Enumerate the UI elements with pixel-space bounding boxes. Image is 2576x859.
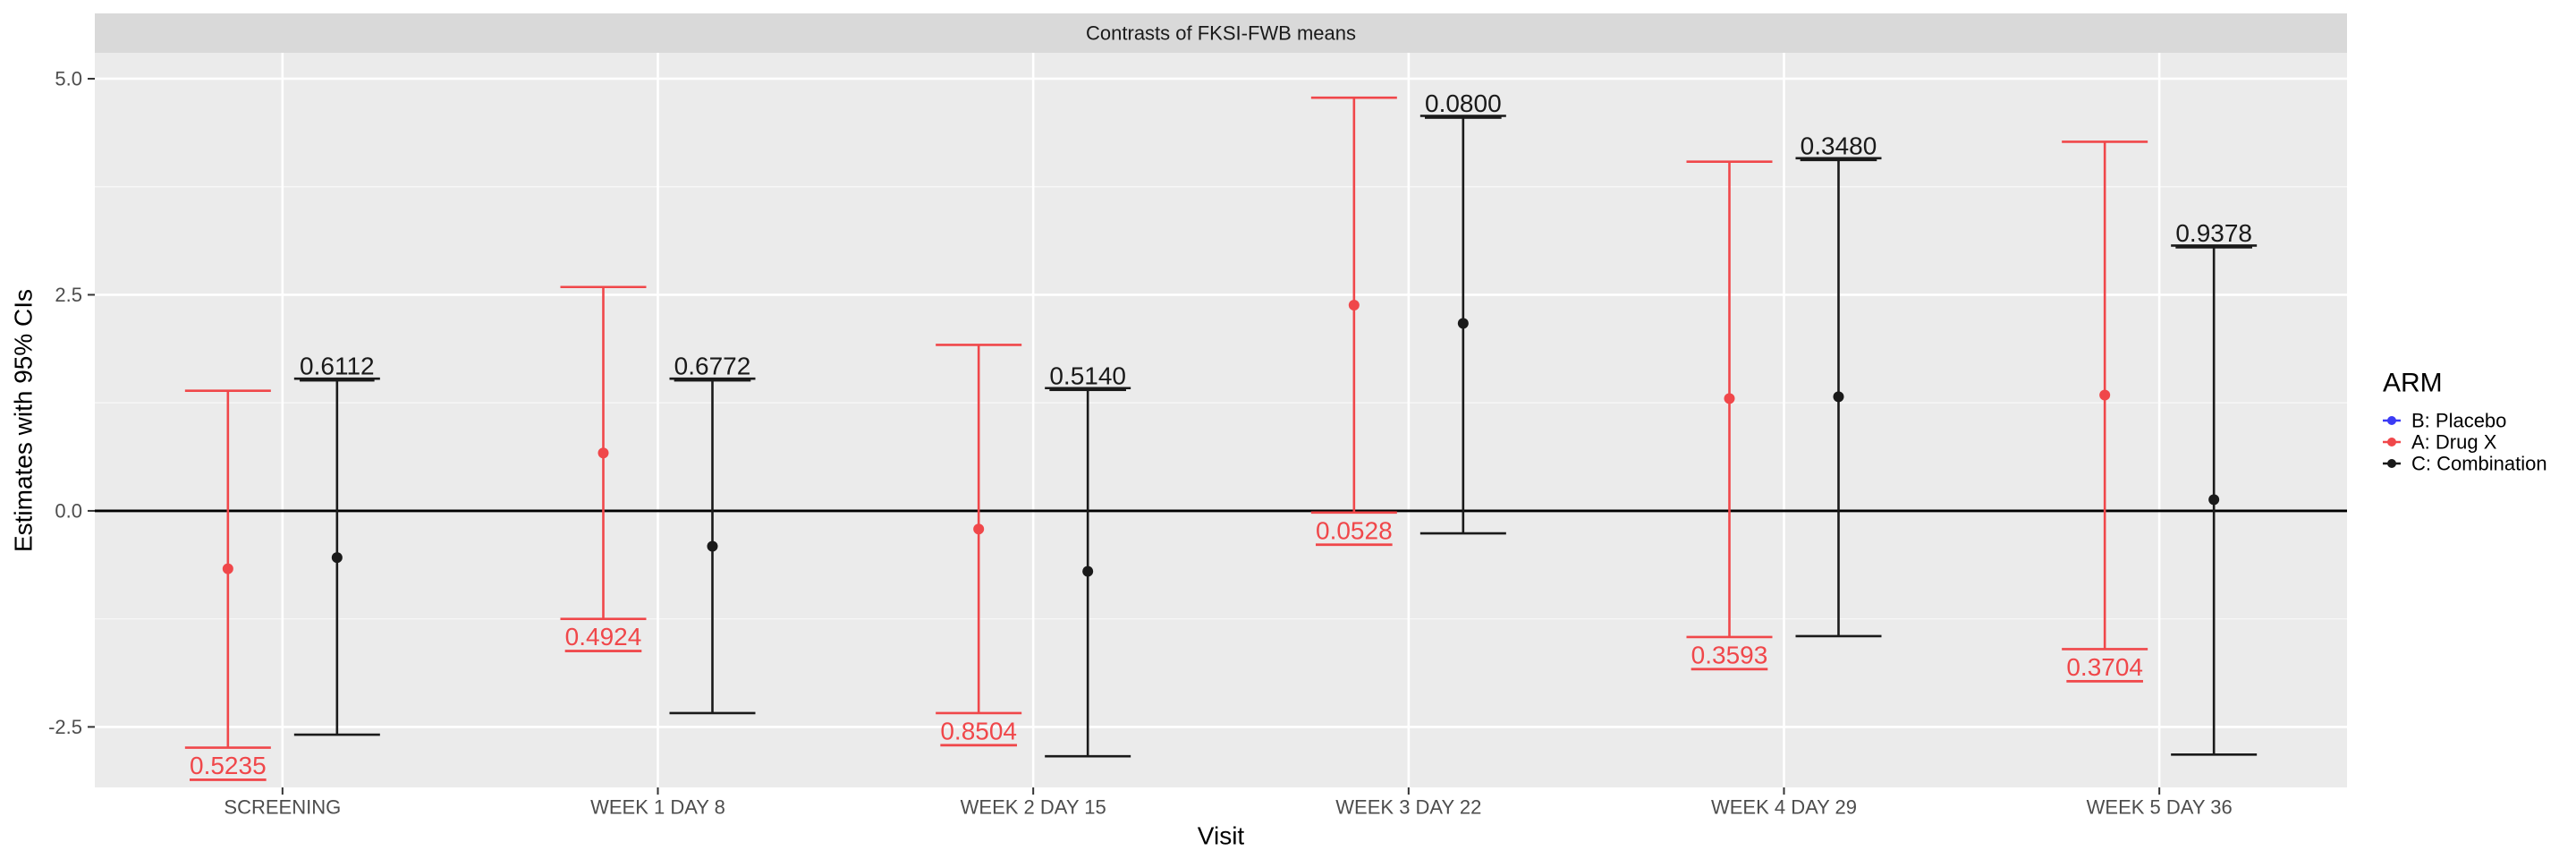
y-axis-title: Estimates with 95% CIs: [10, 289, 38, 552]
x-tick-label: WEEK 3 DAY 22: [1335, 796, 1481, 819]
y-tick-label: 5.0: [55, 67, 82, 89]
x-tick-label: SCREENING: [224, 796, 341, 819]
x-tick-label: WEEK 1 DAY 8: [590, 796, 725, 819]
estimate-point: [222, 563, 233, 574]
p-value-label: 0.0528: [1316, 516, 1393, 544]
chart-title: Contrasts of FKSI-FWB means: [1086, 22, 1356, 45]
legend-key-dot: [2387, 416, 2396, 425]
estimate-point: [707, 540, 718, 552]
plot-panel: [95, 53, 2347, 787]
p-value-label: 0.5140: [1049, 361, 1126, 389]
axis-layer: -2.5 0.0 2.5 5.0 SCREENING WEEK 1 DAY 8 WEEK 2…: [48, 67, 2233, 818]
p-value-label: 0.3704: [2066, 653, 2143, 681]
estimate-point: [2099, 389, 2111, 401]
estimate-point: [1724, 393, 1735, 404]
x-axis-title: Visit: [1198, 822, 1245, 850]
estimate-point: [597, 447, 609, 459]
series-c-combination: 0.6112 0.6772 0.5140 0.0800 0.3480 0.9378: [293, 89, 2258, 758]
p-value-label: 0.6112: [300, 353, 375, 380]
legend-key-dot: [2387, 438, 2396, 447]
legend-title: ARM: [2383, 369, 2443, 398]
series-a-drug-x: 0.5235 0.4924 0.8504 0.0528 0.3593 0.3704: [184, 96, 2148, 779]
p-value-label: 0.0800: [1425, 89, 1502, 117]
estimate-point: [1082, 566, 1094, 577]
p-value-label: 0.8504: [940, 717, 1017, 744]
legend-label: B: Placebo: [2411, 410, 2506, 432]
legend-item: C: Combination: [2383, 453, 2547, 475]
legend-label: C: Combination: [2411, 453, 2547, 475]
p-value-label: 0.3593: [1691, 641, 1768, 668]
x-tick-label: WEEK 4 DAY 29: [1711, 796, 1857, 819]
estimate-point: [2208, 494, 2220, 506]
p-value-label: 0.3480: [1801, 132, 1877, 159]
legend-key-dot: [2387, 459, 2396, 468]
estimate-point: [1833, 391, 1844, 403]
estimate-point: [331, 552, 343, 564]
y-tick-label: -2.5: [48, 716, 82, 738]
estimate-point: [1457, 318, 1469, 329]
estimate-point: [973, 523, 985, 535]
y-tick-label: 0.0: [55, 499, 82, 522]
strip-background: [95, 13, 2347, 53]
legend-item: B: Placebo: [2383, 410, 2506, 432]
grid-layer: [95, 53, 2347, 787]
estimate-point: [1348, 300, 1360, 311]
x-tick-label: WEEK 2 DAY 15: [961, 796, 1106, 819]
p-value-label: 0.5235: [190, 752, 267, 779]
legend-label: A: Drug X: [2411, 431, 2497, 454]
p-value-label: 0.4924: [565, 623, 642, 651]
p-value-label: 0.6772: [674, 353, 751, 380]
p-value-label: 0.9378: [2175, 219, 2252, 247]
legend-item: A: Drug X: [2383, 431, 2497, 454]
y-tick-label: 2.5: [55, 284, 82, 306]
x-tick-label: WEEK 5 DAY 36: [2087, 796, 2233, 819]
